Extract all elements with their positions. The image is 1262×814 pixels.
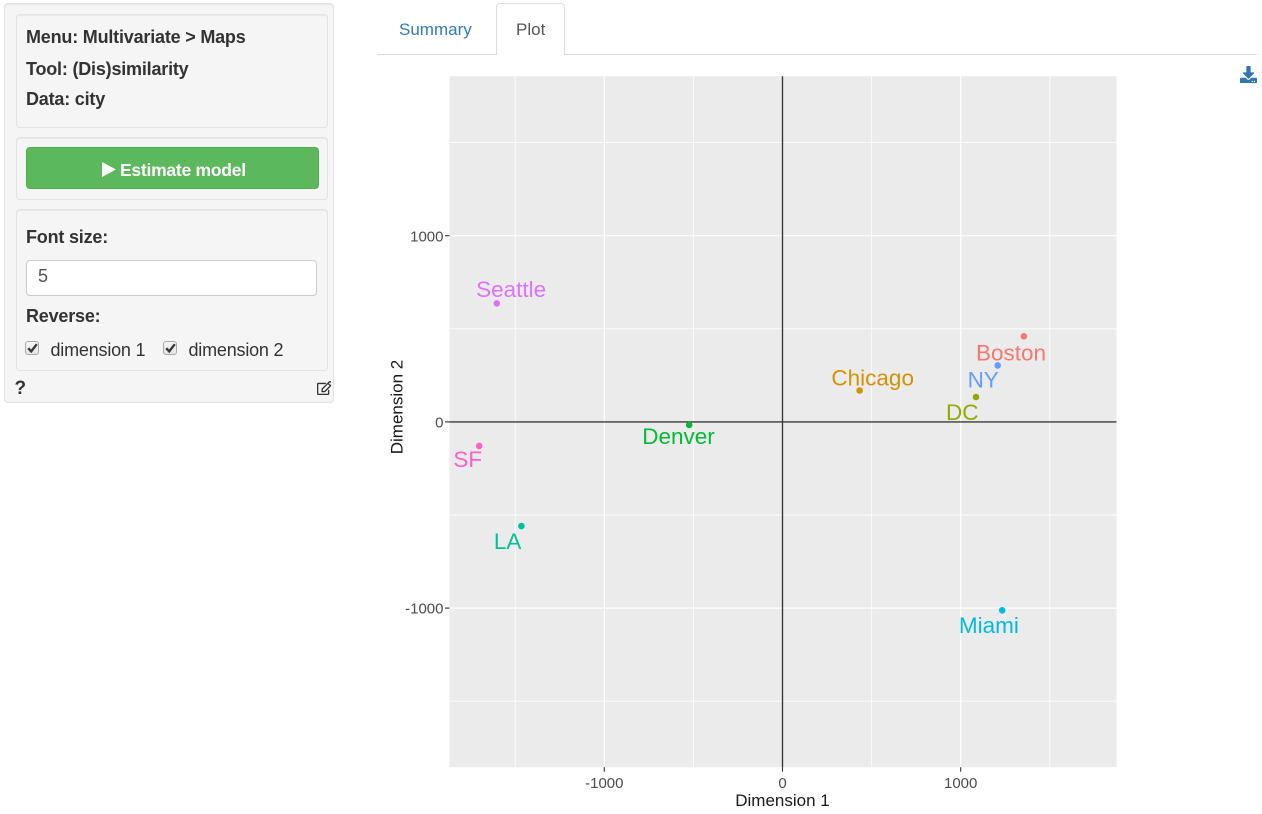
svg-text:-1000: -1000 — [405, 601, 443, 618]
svg-text:Dimension 2: Dimension 2 — [387, 360, 406, 455]
svg-text:1000: 1000 — [944, 775, 977, 792]
svg-text:Boston: Boston — [976, 341, 1046, 366]
svg-text:0: 0 — [778, 775, 786, 792]
svg-text:Chicago: Chicago — [831, 366, 914, 391]
svg-text:LA: LA — [494, 529, 522, 554]
svg-text:0: 0 — [435, 415, 443, 432]
svg-text:DC: DC — [946, 400, 979, 425]
svg-text:1000: 1000 — [410, 228, 443, 245]
svg-text:NY: NY — [968, 368, 999, 393]
svg-text:Seattle: Seattle — [476, 277, 546, 302]
svg-text:Dimension 1: Dimension 1 — [735, 791, 830, 810]
svg-text:SF: SF — [453, 447, 482, 472]
svg-text:Denver: Denver — [642, 424, 715, 449]
svg-text:-1000: -1000 — [585, 775, 623, 792]
svg-text:Miami: Miami — [959, 613, 1019, 638]
